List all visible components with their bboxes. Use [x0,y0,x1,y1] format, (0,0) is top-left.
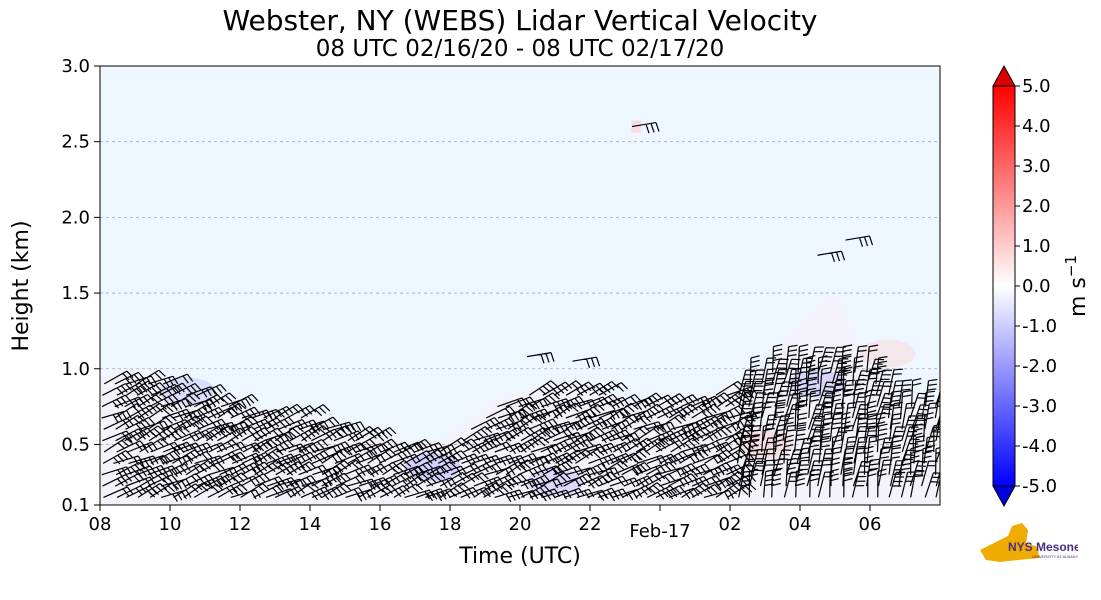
x-tick-label-4: 16 [369,514,392,535]
colorbar-tick-label-3: 2.0 [1022,196,1051,217]
colorbar-tick-label-9: -4.0 [1022,436,1057,457]
colorbar-tick-label-2: 3.0 [1022,156,1051,177]
y-tick-label-4: 2.0 [61,207,90,228]
chart-title: Webster, NY (WEBS) Lidar Vertical Veloci… [222,4,818,37]
logo-text: NYS Mesonet [1008,540,1078,554]
colorbar-tick-label-8: -3.0 [1022,396,1057,417]
chart-subtitle: 08 UTC 02/16/20 - 08 UTC 02/17/20 [315,36,725,62]
velocity-patch-5 [159,377,216,406]
isolated-return [631,120,642,133]
x-tick-label-3: 14 [299,514,322,535]
colorbar-label-exponent: −1 [1062,255,1080,277]
colorbar-tick-label-10: -5.0 [1022,476,1057,497]
x-tick-label-9: 02 [719,514,742,535]
colorbar-tick-label-0: 5.0 [1022,76,1051,97]
colorbar-tick-label-6: -1.0 [1022,316,1057,337]
y-tick-label-5: 2.5 [61,132,90,153]
y-tick-label-2: 1.0 [61,359,90,380]
colorbar [992,85,1016,487]
x-tick-label-10: 04 [789,514,812,535]
colorbar-label: m s−1 [1062,255,1091,317]
y-tick-label-3: 1.5 [61,283,90,304]
x-tick-label-2: 12 [229,514,252,535]
nys-mesonet-logo: NYS Mesonet UNIVERSITY AT ALBANY [980,523,1078,562]
y-tick-label-6: 3.0 [61,56,90,77]
y-tick-label-1: 0.5 [61,434,90,455]
x-tick-label-1: 10 [159,514,182,535]
colorbar-tick-label-4: 1.0 [1022,236,1051,257]
colorbar-max-extend [992,64,1016,87]
colorbar-label-unit: m s [1066,277,1091,317]
colorbar-min-extend [992,485,1016,508]
x-tick-label-11: 06 [859,514,882,535]
y-axis-label: Height (km) [9,220,34,351]
colorbar-tick-label-7: -2.0 [1022,356,1057,377]
logo-subtext: UNIVERSITY AT ALBANY [1032,554,1078,559]
x-tick-label-0: 08 [89,514,112,535]
velocity-patch-4 [859,339,916,368]
colorbar-tick-label-5: 0.0 [1022,276,1051,297]
colorbar-tick-label-1: 4.0 [1022,116,1051,137]
ny-state-shape-icon [980,523,1040,562]
x-tick-label-6: 20 [509,514,532,535]
wind-barbs [101,121,940,503]
x-tick-label-5: 18 [439,514,462,535]
x-axis-label: Time (UTC) [458,544,581,569]
x-tick-label-7: 22 [579,514,602,535]
x-tick-label-8: Feb-17 [629,521,690,542]
y-tick-label-0: 0.1 [61,495,90,516]
